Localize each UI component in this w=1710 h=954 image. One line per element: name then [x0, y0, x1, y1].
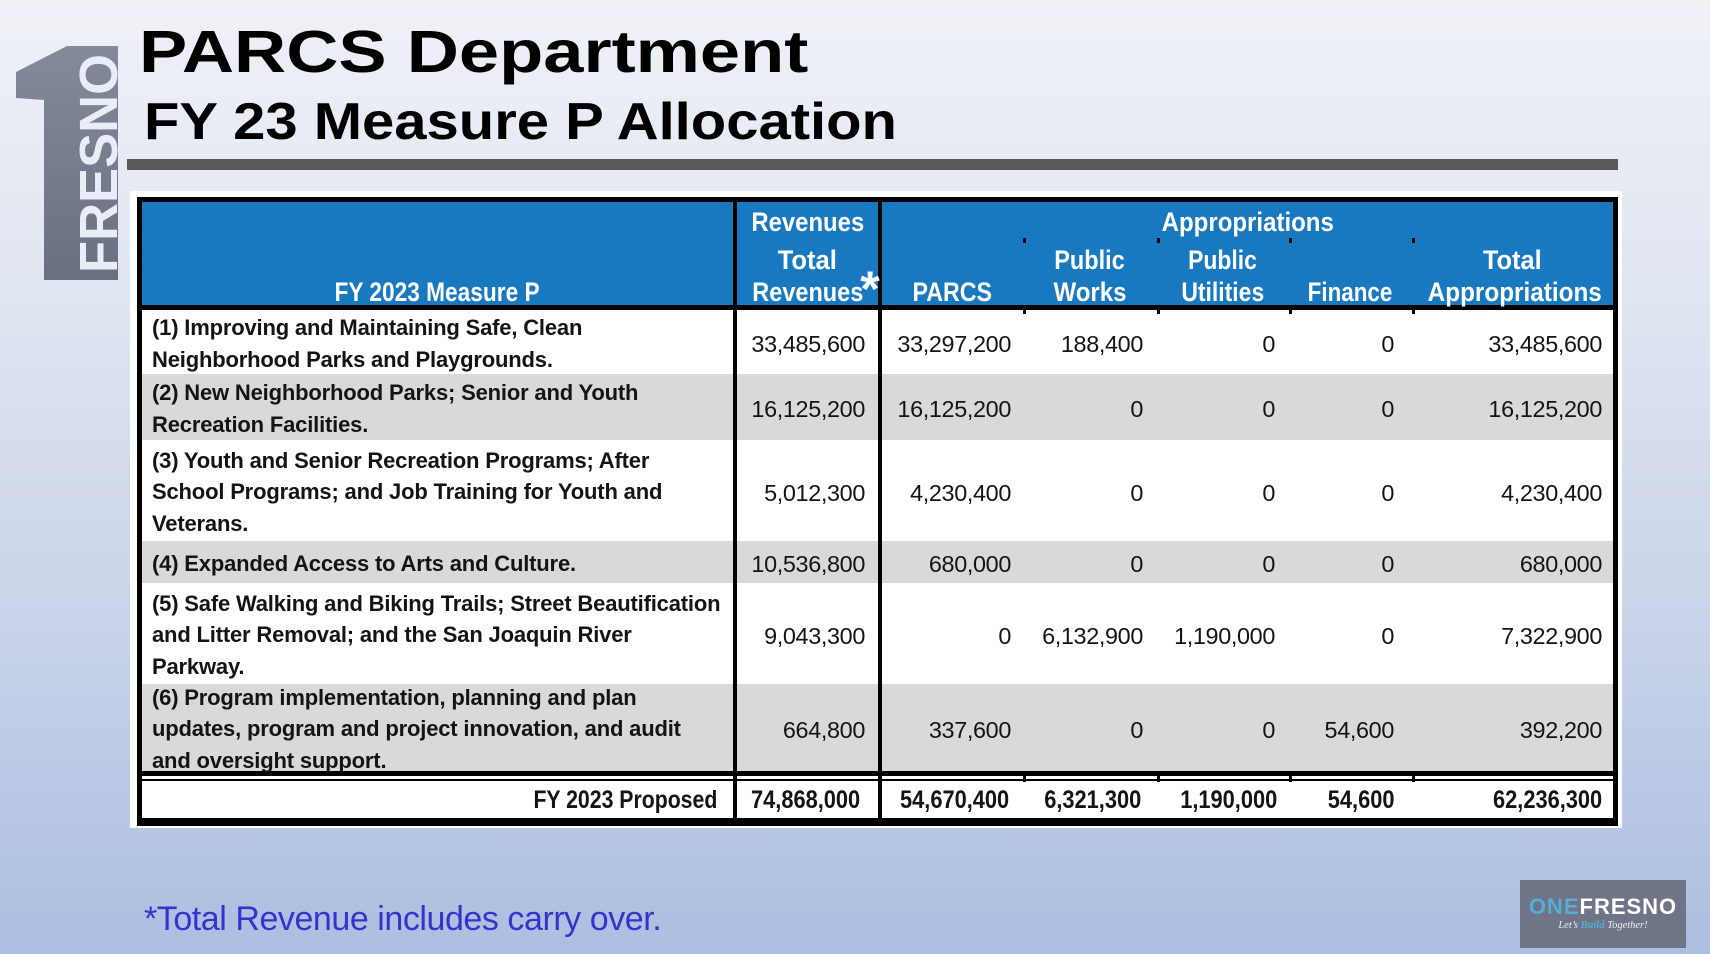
- svg-text:FRESNO: FRESNO: [69, 54, 128, 273]
